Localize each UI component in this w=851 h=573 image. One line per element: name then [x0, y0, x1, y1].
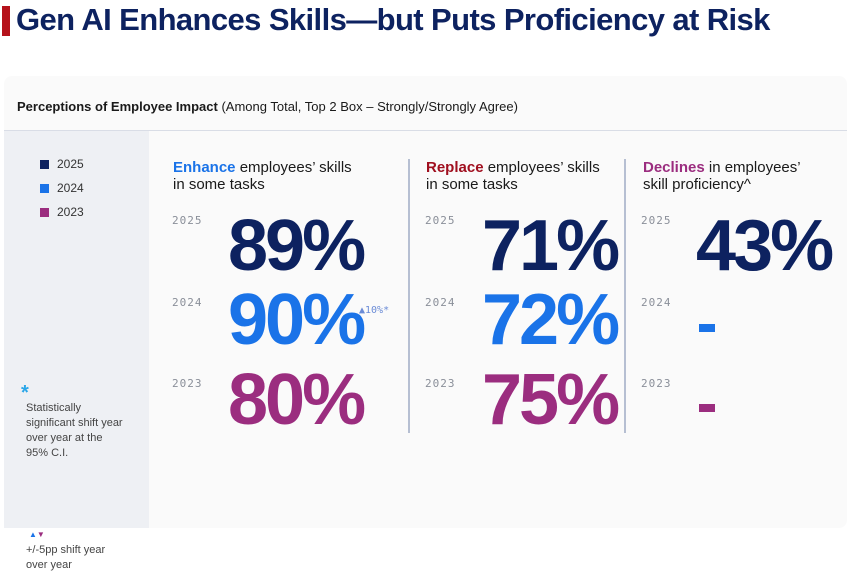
enhance-value-2024: 90% — [228, 280, 366, 360]
legend-item-2025: 2025 — [40, 157, 84, 171]
legend-swatch-2025 — [40, 160, 49, 169]
declines-value-2025: 43% — [696, 206, 834, 286]
enhance-year-2024: 2024 — [172, 296, 203, 309]
enhance-value-2023: 80% — [228, 360, 366, 440]
legend-swatch-2023 — [40, 208, 49, 217]
title-accent-bar — [2, 6, 10, 36]
replace-year-2023: 2023 — [425, 377, 456, 390]
replace-year-2024: 2024 — [425, 296, 456, 309]
up-down-triangles-icon: ▲▼ — [29, 530, 45, 539]
legend-item-2023: 2023 — [40, 205, 84, 219]
enhance-keyword: Enhance — [173, 159, 236, 176]
legend-swatch-2024 — [40, 184, 49, 193]
declines-keyword: Declines — [643, 159, 705, 176]
enhance-year-2025: 2025 — [172, 214, 203, 227]
declines-year-2025: 2025 — [641, 214, 672, 227]
column-divider — [624, 159, 626, 433]
enhance-year-2023: 2023 — [172, 377, 203, 390]
significance-note: Statistically significant shift year ove… — [26, 401, 123, 461]
replace-heading-rest: employees’ skills — [483, 159, 600, 176]
column-divider — [408, 159, 410, 433]
enhance-value-2025: 89% — [228, 206, 366, 286]
significance-note-line: Statistically — [26, 402, 82, 414]
page-title: Gen AI Enhances Skills—but Puts Proficie… — [16, 2, 770, 37]
replace-column-heading: Replace employees’ skills in some tasks — [426, 159, 600, 193]
shift-note-line: over year — [26, 559, 72, 571]
card-header-subtext: (Among Total, Top 2 Box – Strongly/Stron… — [217, 99, 518, 114]
enhance-heading-rest: employees’ skills — [235, 159, 352, 176]
enhance-heading-line2: in some tasks — [173, 176, 265, 193]
replace-keyword: Replace — [426, 159, 484, 176]
impact-card: Perceptions of Employee Impact (Among To… — [4, 76, 847, 571]
replace-value-2023: 75% — [482, 360, 620, 440]
declines-heading-rest: in employees’ — [704, 159, 801, 176]
declines-column-heading: Declines in employees’ skill proficiency… — [643, 159, 801, 193]
legend-label-2025: 2025 — [57, 157, 84, 171]
shift-note-line: +/-5pp shift year — [26, 544, 106, 556]
declines-year-2024: 2024 — [641, 296, 672, 309]
asterisk-icon: * — [21, 382, 29, 404]
replace-value-2024: 72% — [482, 280, 620, 360]
legend-sidebar: 2025 2024 2023 * Statistically significa… — [4, 131, 149, 571]
declines-value-2024-dash — [699, 324, 715, 332]
enhance-delta-badge: ▲10%* — [359, 305, 390, 316]
replace-year-2025: 2025 — [425, 214, 456, 227]
significance-note-line: significant shift year — [26, 417, 123, 429]
shift-note: +/-5pp shift year over year — [26, 543, 105, 573]
replace-value-2025: 71% — [482, 206, 620, 286]
declines-heading-line2: skill proficiency^ — [643, 176, 751, 193]
card-header-text: Perceptions of Employee Impact (Among To… — [17, 99, 518, 114]
declines-value-2023-dash — [699, 404, 715, 412]
declines-year-2023: 2023 — [641, 377, 672, 390]
significance-note-line: 95% C.I. — [26, 447, 69, 459]
enhance-column-heading: Enhance employees’ skills in some tasks — [173, 159, 352, 193]
significance-note-line: over year at the — [26, 432, 103, 444]
legend-item-2024: 2024 — [40, 181, 84, 195]
replace-heading-line2: in some tasks — [426, 176, 518, 193]
legend-label-2024: 2024 — [57, 181, 84, 195]
card-header: Perceptions of Employee Impact (Among To… — [4, 76, 847, 131]
legend-label-2023: 2023 — [57, 205, 84, 219]
card-header-bold: Perceptions of Employee Impact — [17, 99, 218, 114]
